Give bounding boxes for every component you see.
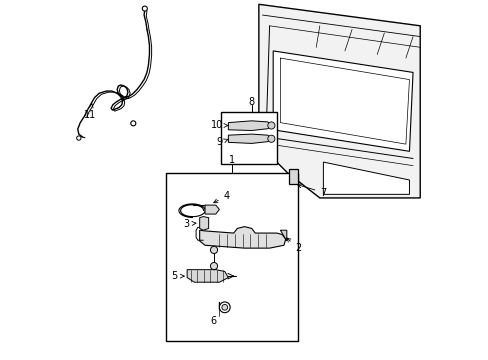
Circle shape: [267, 135, 274, 142]
Text: 4: 4: [213, 191, 229, 203]
Bar: [165, 173, 298, 341]
Circle shape: [210, 262, 217, 270]
Circle shape: [219, 302, 230, 313]
Text: 1: 1: [228, 155, 235, 165]
Circle shape: [222, 305, 227, 310]
Circle shape: [210, 246, 217, 253]
Text: 9: 9: [216, 138, 228, 147]
Text: 7: 7: [297, 184, 326, 198]
Bar: [221, 112, 276, 164]
Polygon shape: [228, 134, 271, 143]
Polygon shape: [258, 4, 419, 198]
Polygon shape: [199, 217, 208, 230]
Circle shape: [142, 6, 147, 11]
Polygon shape: [199, 226, 285, 248]
Circle shape: [77, 136, 81, 140]
Text: 10: 10: [210, 121, 228, 130]
Text: 5: 5: [171, 271, 184, 281]
Polygon shape: [273, 51, 412, 151]
Text: 3: 3: [183, 219, 196, 229]
Text: 2: 2: [286, 238, 301, 253]
Polygon shape: [289, 169, 298, 184]
Polygon shape: [228, 121, 271, 131]
Polygon shape: [187, 270, 228, 282]
Text: 11: 11: [83, 104, 96, 120]
Polygon shape: [204, 205, 219, 214]
Polygon shape: [323, 162, 408, 194]
Circle shape: [131, 121, 136, 126]
Circle shape: [267, 122, 274, 129]
Text: 6: 6: [209, 316, 216, 325]
Text: 8: 8: [248, 97, 254, 107]
Polygon shape: [280, 230, 286, 241]
